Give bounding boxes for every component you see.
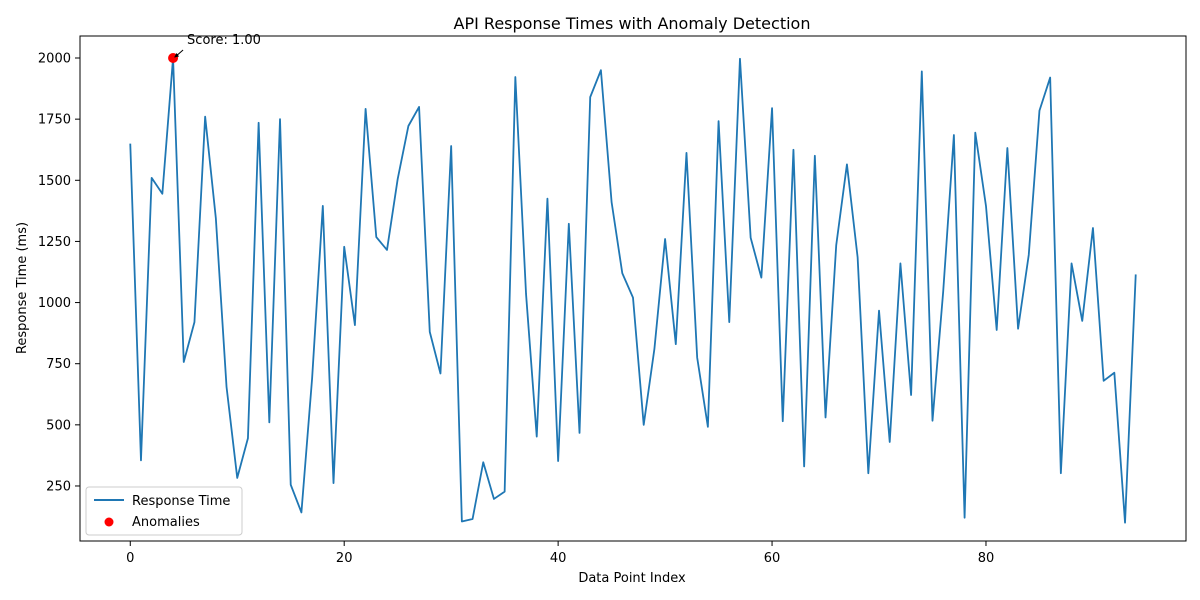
x-tick-label: 20 [336, 551, 353, 566]
chart-title: API Response Times with Anomaly Detectio… [454, 14, 811, 33]
plot-frame [79, 35, 1187, 542]
y-tick-label: 1750 [38, 113, 71, 128]
x-tick-label: 0 [126, 551, 134, 566]
y-tick-label: 250 [46, 479, 71, 494]
x-tick-label: 80 [978, 551, 995, 566]
plot-area: Score: 1.00 [129, 33, 1137, 524]
legend-box [85, 486, 243, 536]
legend-label-anomalies: Anomalies [132, 515, 200, 530]
y-tick-label: 1000 [38, 296, 71, 311]
y-axis-label: Response Time (ms) [15, 222, 30, 354]
legend: Response Time Anomalies [85, 486, 243, 536]
y-tick-label: 500 [46, 418, 71, 433]
x-axis: 0 20 40 60 80 [126, 541, 994, 566]
response-time-line [129, 57, 1137, 524]
legend-dot-swatch [104, 517, 114, 527]
legend-label-response-time: Response Time [132, 494, 230, 509]
x-axis-label: Data Point Index [578, 571, 686, 586]
y-tick-label: 1250 [38, 235, 71, 250]
annotation-arrowhead [174, 53, 180, 58]
x-tick-label: 60 [764, 551, 781, 566]
annotation-label: Score: 1.00 [187, 33, 261, 48]
y-axis: 250 500 750 1000 1250 1500 1750 2000 [38, 52, 80, 494]
y-tick-label: 1500 [38, 174, 71, 189]
x-tick-label: 40 [550, 551, 567, 566]
y-tick-label: 750 [46, 357, 71, 372]
y-tick-label: 2000 [38, 52, 71, 67]
